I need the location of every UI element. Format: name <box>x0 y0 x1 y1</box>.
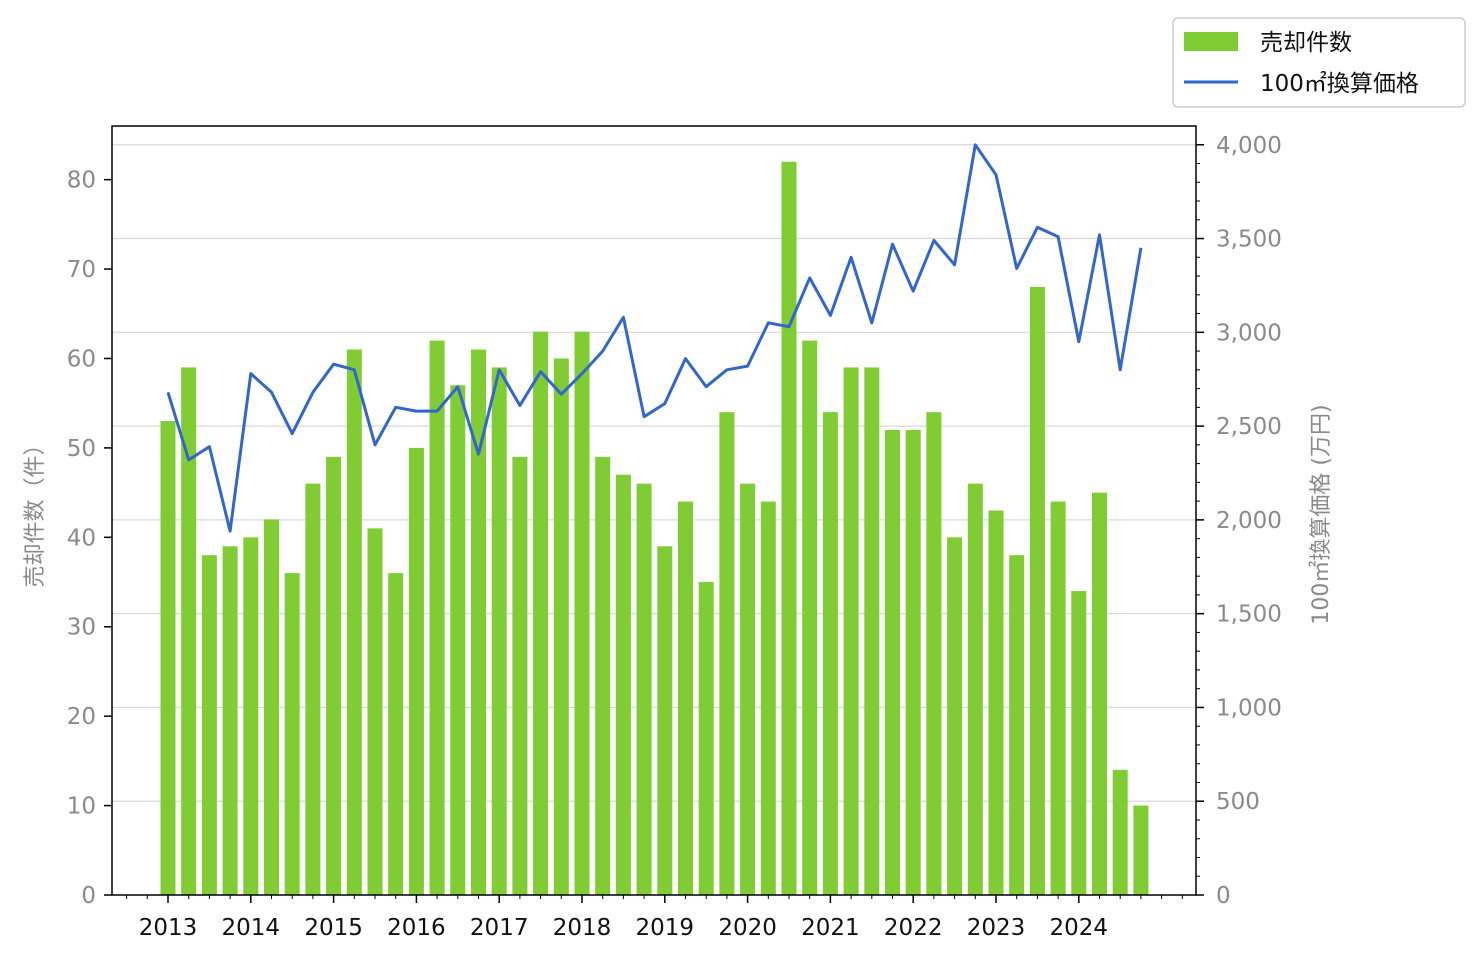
legend-box <box>1172 17 1466 108</box>
x-tick-label: 2016 <box>387 915 446 941</box>
left-tick-label: 40 <box>67 525 96 551</box>
x-tick-label: 2024 <box>1050 915 1109 941</box>
bar <box>408 447 424 895</box>
x-tick-label: 2021 <box>801 915 860 941</box>
bar <box>367 528 383 895</box>
legend-swatch-bar <box>1184 32 1238 51</box>
bar <box>1029 286 1045 895</box>
bar <box>491 367 507 895</box>
bar <box>926 412 942 895</box>
bar <box>201 555 217 895</box>
left-tick-label: 60 <box>67 346 96 372</box>
left-tick-label: 0 <box>81 883 96 909</box>
bar <box>1133 805 1149 895</box>
legend: 売却件数 100㎡換算価格 <box>1172 17 1466 108</box>
right-tick-label: 2,000 <box>1216 508 1282 534</box>
bar <box>181 367 197 895</box>
left-tick-label: 30 <box>67 615 96 641</box>
bar <box>1092 492 1107 895</box>
x-tick-label: 2020 <box>718 915 777 941</box>
bar <box>864 367 880 895</box>
right-tick-label: 3,000 <box>1216 320 1282 346</box>
right-tick-label: 500 <box>1216 789 1260 815</box>
bar <box>760 501 776 895</box>
bar <box>988 510 1004 895</box>
x-tick-label: 2023 <box>967 915 1026 941</box>
bar <box>305 483 321 895</box>
bar <box>429 340 445 896</box>
bar <box>574 331 590 895</box>
left-tick-label: 80 <box>67 168 96 194</box>
bar <box>1050 501 1066 895</box>
right-tick-label: 4,000 <box>1216 133 1282 159</box>
left-tick-label: 70 <box>67 257 96 283</box>
bar <box>657 546 673 895</box>
bar <box>678 501 693 895</box>
axes: 0 10 20 30 40 50 60 70 80 0 500 1,000 1,500 2,000 2,50… <box>23 125 1334 941</box>
bar <box>595 456 611 895</box>
right-tick-label: 0 <box>1216 883 1231 909</box>
bar <box>243 537 259 895</box>
right-tick-label: 1,000 <box>1216 695 1282 721</box>
bar <box>346 349 362 895</box>
bar <box>698 582 714 895</box>
right-axis-label: 100㎡換算価格 (万円) <box>1308 404 1334 624</box>
bar <box>967 483 983 895</box>
bar <box>512 456 528 895</box>
bar <box>264 519 279 895</box>
bar <box>1071 590 1087 895</box>
x-tick-label: 2014 <box>222 915 281 941</box>
x-tick-label: 2022 <box>884 915 943 941</box>
bar <box>822 412 838 895</box>
bar <box>388 573 404 895</box>
bar <box>947 537 963 895</box>
plot-frame <box>111 125 1197 896</box>
bar <box>885 430 900 895</box>
bar-series <box>160 161 1149 896</box>
bar <box>160 421 176 895</box>
x-tick-label: 2013 <box>139 915 198 941</box>
bar <box>222 546 238 895</box>
price-line <box>166 143 1143 533</box>
legend-label-line: 100㎡換算価格 <box>1260 71 1419 97</box>
bar <box>1112 769 1128 895</box>
bar <box>615 474 631 895</box>
bar <box>636 483 652 895</box>
bar <box>471 349 486 895</box>
bar <box>533 331 549 895</box>
bar <box>284 573 300 895</box>
legend-label-bar: 売却件数 <box>1260 30 1352 56</box>
bar <box>843 367 859 895</box>
left-tick-label: 50 <box>67 436 96 462</box>
x-tick-label: 2019 <box>636 915 695 941</box>
bar <box>905 430 921 895</box>
bar <box>719 412 735 895</box>
bar <box>326 456 342 895</box>
bar <box>1009 555 1025 895</box>
bar <box>802 340 818 896</box>
left-axis-label: 売却件数（件） <box>23 433 48 587</box>
line-series <box>166 143 1143 533</box>
left-tick-label: 20 <box>67 704 96 730</box>
bar <box>450 385 466 895</box>
bar <box>740 483 756 895</box>
x-tick-label: 2015 <box>304 915 363 941</box>
right-tick-label: 1,500 <box>1216 602 1282 628</box>
x-tick-label: 2018 <box>553 915 612 941</box>
right-tick-label: 2,500 <box>1216 414 1282 440</box>
bar <box>781 161 797 895</box>
right-tick-label: 3,500 <box>1216 227 1282 253</box>
x-tick-label: 2017 <box>470 915 529 941</box>
bar <box>553 358 569 895</box>
left-tick-label: 10 <box>67 794 96 820</box>
